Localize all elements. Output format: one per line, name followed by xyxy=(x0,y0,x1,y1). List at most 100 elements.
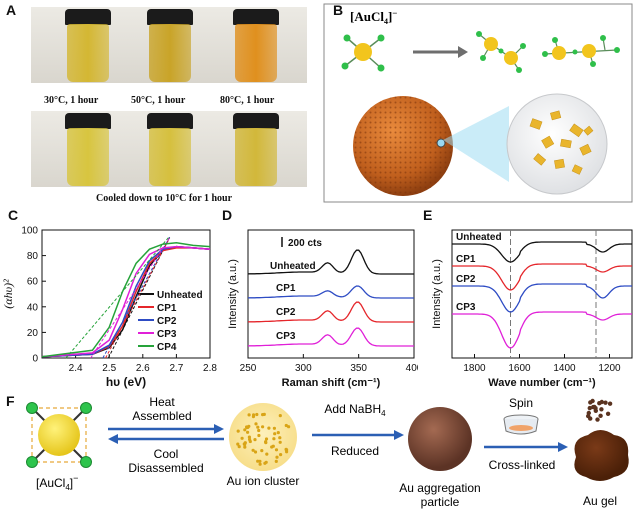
panel-label-b: B xyxy=(333,2,344,18)
chart-d-ylabel: Intensity (a.u.) xyxy=(227,259,239,329)
chart-c-ytick-label: 20 xyxy=(27,328,39,339)
chart-c-legend-label: CP4 xyxy=(157,342,177,353)
spin-dish-icon xyxy=(503,414,539,435)
chart-d-xlabel: Raman shift (cm⁻¹) xyxy=(282,377,381,389)
chart-c-xtick-label: 2.5 xyxy=(102,363,116,374)
aggregation-label-1: Au aggregation xyxy=(399,481,480,495)
aucl4-chain xyxy=(542,35,620,67)
assembled-label: Assembled xyxy=(132,409,191,423)
chart-c-tangent-cp4 xyxy=(65,235,171,359)
cluster-label: Au ion cluster xyxy=(227,474,300,488)
chart-d-xtick-label: 300 xyxy=(295,363,312,374)
chart-d-frame xyxy=(247,229,415,359)
chart-e-line-cp2 xyxy=(452,283,632,313)
caption-30c: 30°C, 1 hour xyxy=(44,95,99,106)
chart-c-ytick-label: 40 xyxy=(27,302,39,313)
chart-c-frame xyxy=(41,229,211,359)
chart-c-xlabel: hυ (eV) xyxy=(106,375,146,389)
aucl4-square-complex xyxy=(26,402,92,468)
chart-c-xtick-label: 2.6 xyxy=(136,363,150,374)
chart-d-line-unheated xyxy=(247,249,414,275)
assembly-arrow-head xyxy=(458,46,468,58)
chart-d-series-label: CP1 xyxy=(276,283,296,294)
chart-d-xtick-label: 400 xyxy=(406,363,418,374)
caption-80c: 80°C, 1 hour xyxy=(220,95,275,106)
panel-label-c: C xyxy=(8,207,19,223)
aggregation-label-2: particle xyxy=(421,495,460,509)
chart-d-xtick-label: 350 xyxy=(350,363,367,374)
panel-label-f: F xyxy=(6,393,15,409)
chart-e-xtick-label: 1400 xyxy=(553,363,576,374)
chart-e-frame xyxy=(451,229,633,359)
chart-c-tangent-cp1 xyxy=(105,237,171,359)
aucl4-dimer xyxy=(476,31,526,73)
chart-c-ytick-label: 80 xyxy=(27,251,39,262)
chart-d-scale-label: 200 cts xyxy=(288,238,322,249)
zoom-circle xyxy=(506,93,608,195)
vials-photo-top xyxy=(31,7,307,83)
chart-c-ytick-label: 100 xyxy=(21,226,38,237)
chart-e-xlabel: Wave number (cm⁻¹) xyxy=(488,377,596,389)
chart-c-tangent-cp2 xyxy=(102,236,171,359)
panel-b-scheme: [AuCl4]− xyxy=(323,3,633,203)
chart-e-xtick-label: 1200 xyxy=(598,363,621,374)
au-gel xyxy=(574,398,629,481)
aucl4-complex xyxy=(341,34,385,72)
chart-e-xtick-label: 1600 xyxy=(508,363,531,374)
chart-e-ylabel: Intensity (a.u.) xyxy=(431,259,443,329)
chart-d-line-cp3 xyxy=(247,327,414,347)
disassembled-label: Disassembled xyxy=(128,461,203,475)
chart-c-xtick-label: 2.8 xyxy=(203,363,217,374)
chart-c-legend-label: CP3 xyxy=(157,329,177,340)
chart-c-line-cp4 xyxy=(41,242,211,358)
heat-label: Heat xyxy=(149,395,175,409)
chart-c-xtick-label: 2.4 xyxy=(69,363,83,374)
add-nabh4-label: Add NaBH4 xyxy=(324,402,386,418)
gold-flakes xyxy=(529,110,594,175)
chart-c-line-cp3 xyxy=(41,245,211,358)
panel-label-d: D xyxy=(222,207,233,223)
caption-cooled: Cooled down to 10°C for 1 hour xyxy=(96,193,233,204)
chart-e-line-cp1 xyxy=(452,263,632,291)
chart-c-legend-label: CP2 xyxy=(157,316,177,327)
chart-d-series-label: CP2 xyxy=(276,307,296,318)
vials-photo-bottom xyxy=(31,111,307,187)
panel-label-a: A xyxy=(6,2,17,18)
chart-d-series-label: Unheated xyxy=(270,261,316,272)
gel-label: Au gel xyxy=(583,494,617,508)
caption-50c: 50°C, 1 hour xyxy=(131,95,186,106)
chart-c: 0 20 40 60 80 100 2.4 2.5 2.6 2.7 2.8 hυ (eV) (αhυ)²… xyxy=(1,226,217,390)
au-aggregation-particle xyxy=(408,407,472,471)
chart-c-legend-label: CP1 xyxy=(157,303,177,314)
au-ion-cluster xyxy=(229,403,297,471)
zoom-beam xyxy=(443,106,509,182)
chart-d-line-cp2 xyxy=(247,301,414,323)
spin-label: Spin xyxy=(509,396,533,410)
chart-d-series-label: CP3 xyxy=(276,331,296,342)
panel-b-frame xyxy=(323,3,633,203)
chart-e-series-label: CP3 xyxy=(456,302,476,313)
chart-e-series-label: CP1 xyxy=(456,254,476,265)
chart-e-line-cp3 xyxy=(452,311,632,349)
chart-e-series-label: CP2 xyxy=(456,274,476,285)
chart-c-xtick-label: 2.7 xyxy=(169,363,183,374)
chart-e-line-unheated xyxy=(452,241,632,263)
chart-c-legend-label: Unheated xyxy=(157,290,203,301)
chart-d-line-cp1 xyxy=(247,285,414,299)
chart-c-ylabel: (αhυ)² xyxy=(1,279,15,309)
panel-f-scheme: [AuCl4]− Heat Assembled Cool Disassemble… xyxy=(26,395,629,509)
crosslinked-label: Cross-linked xyxy=(489,458,556,472)
chart-c-tangent-cp3 xyxy=(90,237,171,359)
reduced-label: Reduced xyxy=(331,444,379,458)
aucl4-label: [AuCl4]− xyxy=(36,473,78,492)
cool-label: Cool xyxy=(154,447,179,461)
chart-c-tangent-unheated xyxy=(107,237,171,359)
chart-d-xtick-label: 250 xyxy=(240,363,257,374)
chart-e-series-label: Unheated xyxy=(456,232,502,243)
chart-d: 250 300 350 400 Raman shift (cm⁻¹) Intensity … xyxy=(227,229,418,389)
chart-c-ytick-label: 60 xyxy=(27,277,39,288)
panel-label-e: E xyxy=(423,207,433,223)
aucl4-formula: [AuCl4]− xyxy=(350,8,397,26)
chart-e-xtick-label: 1800 xyxy=(463,363,486,374)
